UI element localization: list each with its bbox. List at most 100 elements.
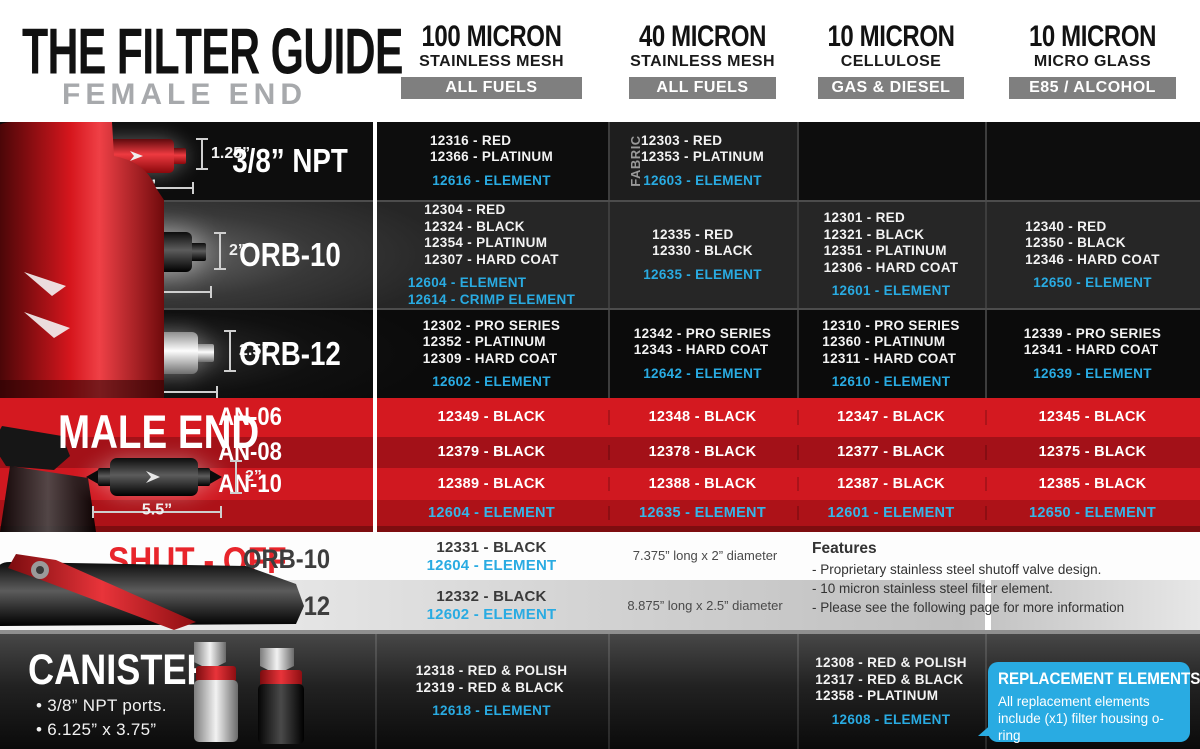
- row-label-orb10: ORB-10: [239, 236, 341, 273]
- list-item: - 10 micron stainless steel filter eleme…: [812, 581, 1053, 596]
- male-row-an08: AN-08 12379 - BLACK 12378 - BLACK 12377 …: [0, 437, 1200, 468]
- part-number: 12302 - PRO SERIES: [422, 317, 561, 333]
- parts-cell-empty: [797, 122, 985, 200]
- part-number: 12335 - RED: [652, 226, 734, 242]
- part-number: 12349 - BLACK: [375, 410, 608, 425]
- parts-cell: 12339 - PRO SERIES 12341 - HARD COAT 1263…: [985, 310, 1200, 398]
- red-canister-filter-image: [0, 122, 164, 398]
- canister-title: CANISTER: [28, 646, 213, 694]
- part-number: 12353 - PLATINUM: [640, 149, 765, 165]
- element-number: 12601 - ELEMENT: [831, 283, 951, 299]
- element-number: 12602 - ELEMENT: [432, 374, 551, 389]
- column-header-40-micron: 40 MICRON STAINLESS MESH ALL FUELS: [608, 22, 797, 99]
- row-label-an08: AN-08: [218, 438, 282, 466]
- parts-cell: FABRIC 12303 - RED 12353 - PLATINUM 12603…: [608, 122, 797, 200]
- callout-body: All replacement elements include (x1) fi…: [998, 694, 1164, 743]
- part-number: 12303 - RED: [640, 132, 723, 148]
- part-number: 12317 - RED & BLACK: [815, 671, 964, 687]
- part-number: 12340 - RED: [1025, 218, 1107, 234]
- part-number: 12351 - PLATINUM: [823, 243, 947, 259]
- features-list: - Proprietary stainless steel shutoff va…: [812, 560, 1172, 617]
- part-number: 12352 - PLATINUM: [422, 334, 546, 349]
- part-number: 12348 - BLACK: [608, 410, 797, 425]
- parts-cell: 12316 - RED 12366 - PLATINUM 12616 - ELEM…: [375, 122, 608, 200]
- row-label-an10: AN-10: [218, 469, 282, 498]
- part-number: 12358 - PLATINUM: [815, 688, 939, 703]
- part-number: 12375 - BLACK: [985, 445, 1200, 460]
- column-header-10-micron-microglass: 10 MICRON MICRO GLASS E85 / ALCOHOL: [985, 22, 1200, 99]
- part-number: 12346 - HARD COAT: [1025, 251, 1160, 267]
- list-item: - Proprietary stainless steel shutoff va…: [812, 562, 1102, 577]
- fuel-badge: ALL FUELS: [628, 77, 777, 99]
- fabric-note: FABRIC: [628, 135, 644, 187]
- fuel-badge: E85 / ALCOHOL: [1008, 77, 1177, 99]
- part-number: 12310 - PRO SERIES: [822, 317, 960, 333]
- element-number: 12601 - ELEMENT: [797, 506, 985, 521]
- element-number: 12604 - ELEMENT: [407, 275, 527, 290]
- part-number: 12387 - BLACK: [797, 477, 985, 492]
- canister-bullet: • 3/8” NPT ports.: [36, 696, 167, 715]
- dimension-line: 2”: [214, 232, 246, 270]
- part-number: 12311 - HARD COAT: [822, 350, 957, 366]
- shut-off-valve-image: [0, 554, 304, 630]
- column-header-10-micron-cellulose: 10 MICRON CELLULOSE GAS & DIESEL: [797, 22, 985, 99]
- part-number: 12309 - HARD COAT: [422, 350, 558, 366]
- element-number: 12650 - ELEMENT: [985, 506, 1200, 521]
- part-number: 12342 - PRO SERIES: [633, 325, 772, 341]
- part-number: 12385 - BLACK: [985, 477, 1200, 492]
- dimension-line: 1.25”: [196, 138, 250, 170]
- part-number: 12332 - BLACK: [436, 588, 547, 605]
- male-end-title: MALE END: [58, 405, 260, 458]
- fuel-badge: ALL FUELS: [400, 77, 583, 99]
- part-number: 12321 - BLACK: [823, 226, 925, 242]
- female-end-subtitle: FEMALE END: [62, 78, 307, 111]
- part-number: 12343 - HARD COAT: [633, 342, 769, 358]
- part-number: 12324 - BLACK: [424, 218, 525, 234]
- part-number: 12388 - BLACK: [608, 477, 797, 492]
- element-number: 12604 - ELEMENT: [426, 557, 557, 574]
- canister-filters-image: [194, 642, 304, 744]
- part-number: 12379 - BLACK: [375, 445, 608, 460]
- canister-grid: 12318 - RED & POLISH 12319 - RED & BLACK …: [0, 634, 1200, 749]
- element-number: 12618 - ELEMENT: [432, 703, 551, 719]
- canister-bullet: • 6.125” x 3.75”: [36, 720, 157, 739]
- part-number: 12366 - PLATINUM: [429, 149, 554, 165]
- element-number: 12610 - ELEMENT: [831, 374, 951, 389]
- parts-cell: 12310 - PRO SERIES 12360 - PLATINUM 12311 …: [797, 310, 985, 398]
- callout-title: REPLACEMENT ELEMENTS: [998, 670, 1200, 688]
- part-number: 12331 - BLACK: [436, 539, 547, 556]
- part-number: 12316 - RED: [429, 132, 512, 148]
- row-label-orb12: ORB-12: [239, 335, 341, 372]
- page-title: THE FILTER GUIDE: [22, 15, 404, 88]
- part-number: 12304 - RED: [424, 202, 506, 217]
- row-label-orb10: ORB-10: [243, 544, 331, 574]
- part-number: 12378 - BLACK: [608, 445, 797, 460]
- element-number: 12642 - ELEMENT: [643, 365, 762, 381]
- dimension-line: 2.5”: [224, 330, 269, 372]
- parts-cell-empty: [985, 122, 1200, 200]
- part-number: 12360 - PLATINUM: [822, 334, 946, 349]
- parts-cell: 12335 - RED 12330 - BLACK 12635 - ELEMENT: [608, 202, 797, 308]
- parts-cell: 12302 - PRO SERIES 12352 - PLATINUM 12309 …: [375, 310, 608, 398]
- male-row-elements: 12604 - ELEMENT 12635 - ELEMENT 12601 - …: [0, 500, 1200, 526]
- column-header-100-micron: 100 MICRON STAINLESS MESH ALL FUELS: [375, 22, 608, 99]
- features-title: Features: [812, 540, 877, 557]
- part-number: 12301 - RED: [823, 210, 906, 226]
- part-number: 12319 - RED & BLACK: [415, 679, 564, 695]
- column-headers: 100 MICRON STAINLESS MESH ALL FUELS 40 M…: [375, 22, 1200, 99]
- parts-cell: 12340 - RED 12350 - BLACK 12346 - HARD COA…: [985, 202, 1200, 308]
- element-number: 12650 - ELEMENT: [1033, 275, 1152, 290]
- element-number: 12614 - CRIMP ELEMENT: [407, 291, 576, 307]
- product-cell-npt: 1.25” 3.5” 3/8” NPT: [0, 122, 375, 200]
- part-number: 12377 - BLACK: [797, 445, 985, 460]
- element-number: 12608 - ELEMENT: [831, 711, 951, 727]
- parts-cell: 12318 - RED & POLISH 12319 - RED & BLACK …: [375, 634, 608, 749]
- part-number: 12350 - BLACK: [1025, 235, 1126, 250]
- parts-cell: 12304 - RED 12324 - BLACK 12354 - PLATINUM…: [375, 202, 608, 308]
- features-block: Features - Proprietary stainless steel s…: [812, 540, 1172, 617]
- row-label-an06: AN-06: [218, 403, 282, 431]
